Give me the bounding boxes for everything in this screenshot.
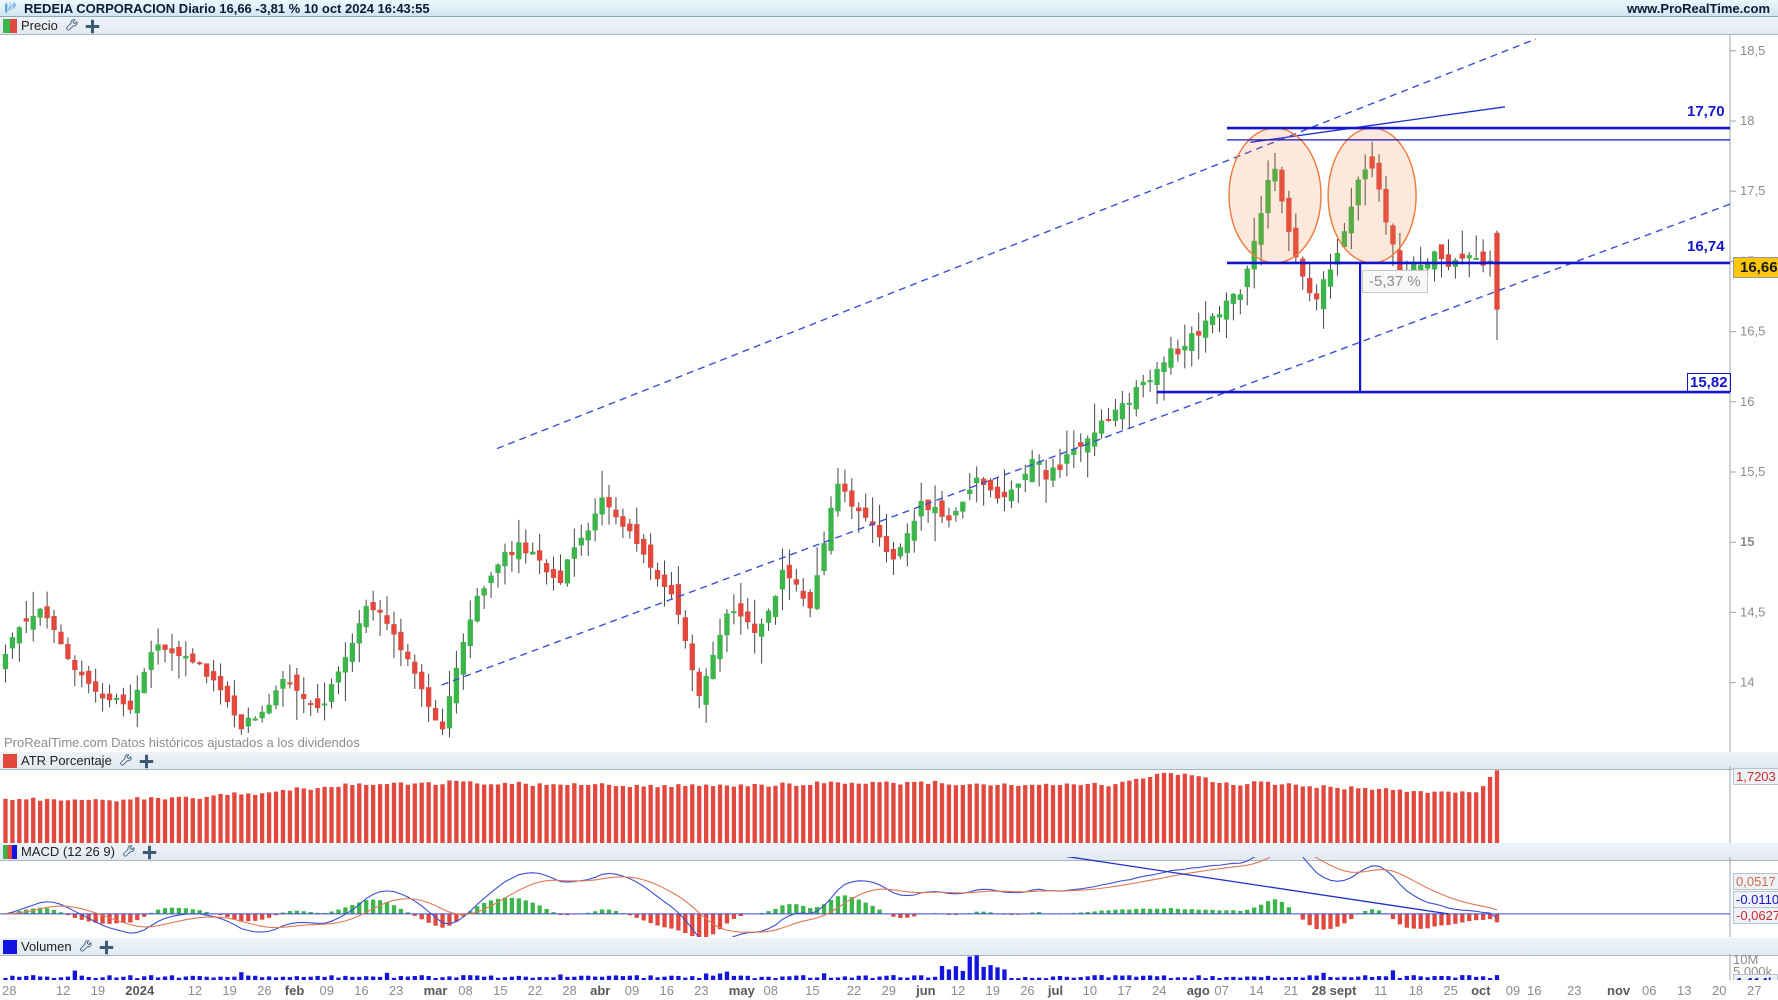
svg-text:15: 15: [1740, 534, 1754, 549]
svg-text:16: 16: [1740, 394, 1754, 409]
svg-text:14: 14: [1740, 675, 1754, 690]
svg-text:16,5: 16,5: [1740, 324, 1765, 339]
svg-text:14,5: 14,5: [1740, 604, 1765, 619]
svg-text:18,5: 18,5: [1740, 43, 1765, 58]
svg-text:17,5: 17,5: [1740, 183, 1765, 198]
svg-text:18: 18: [1740, 113, 1754, 128]
svg-text:15,5: 15,5: [1740, 464, 1765, 479]
